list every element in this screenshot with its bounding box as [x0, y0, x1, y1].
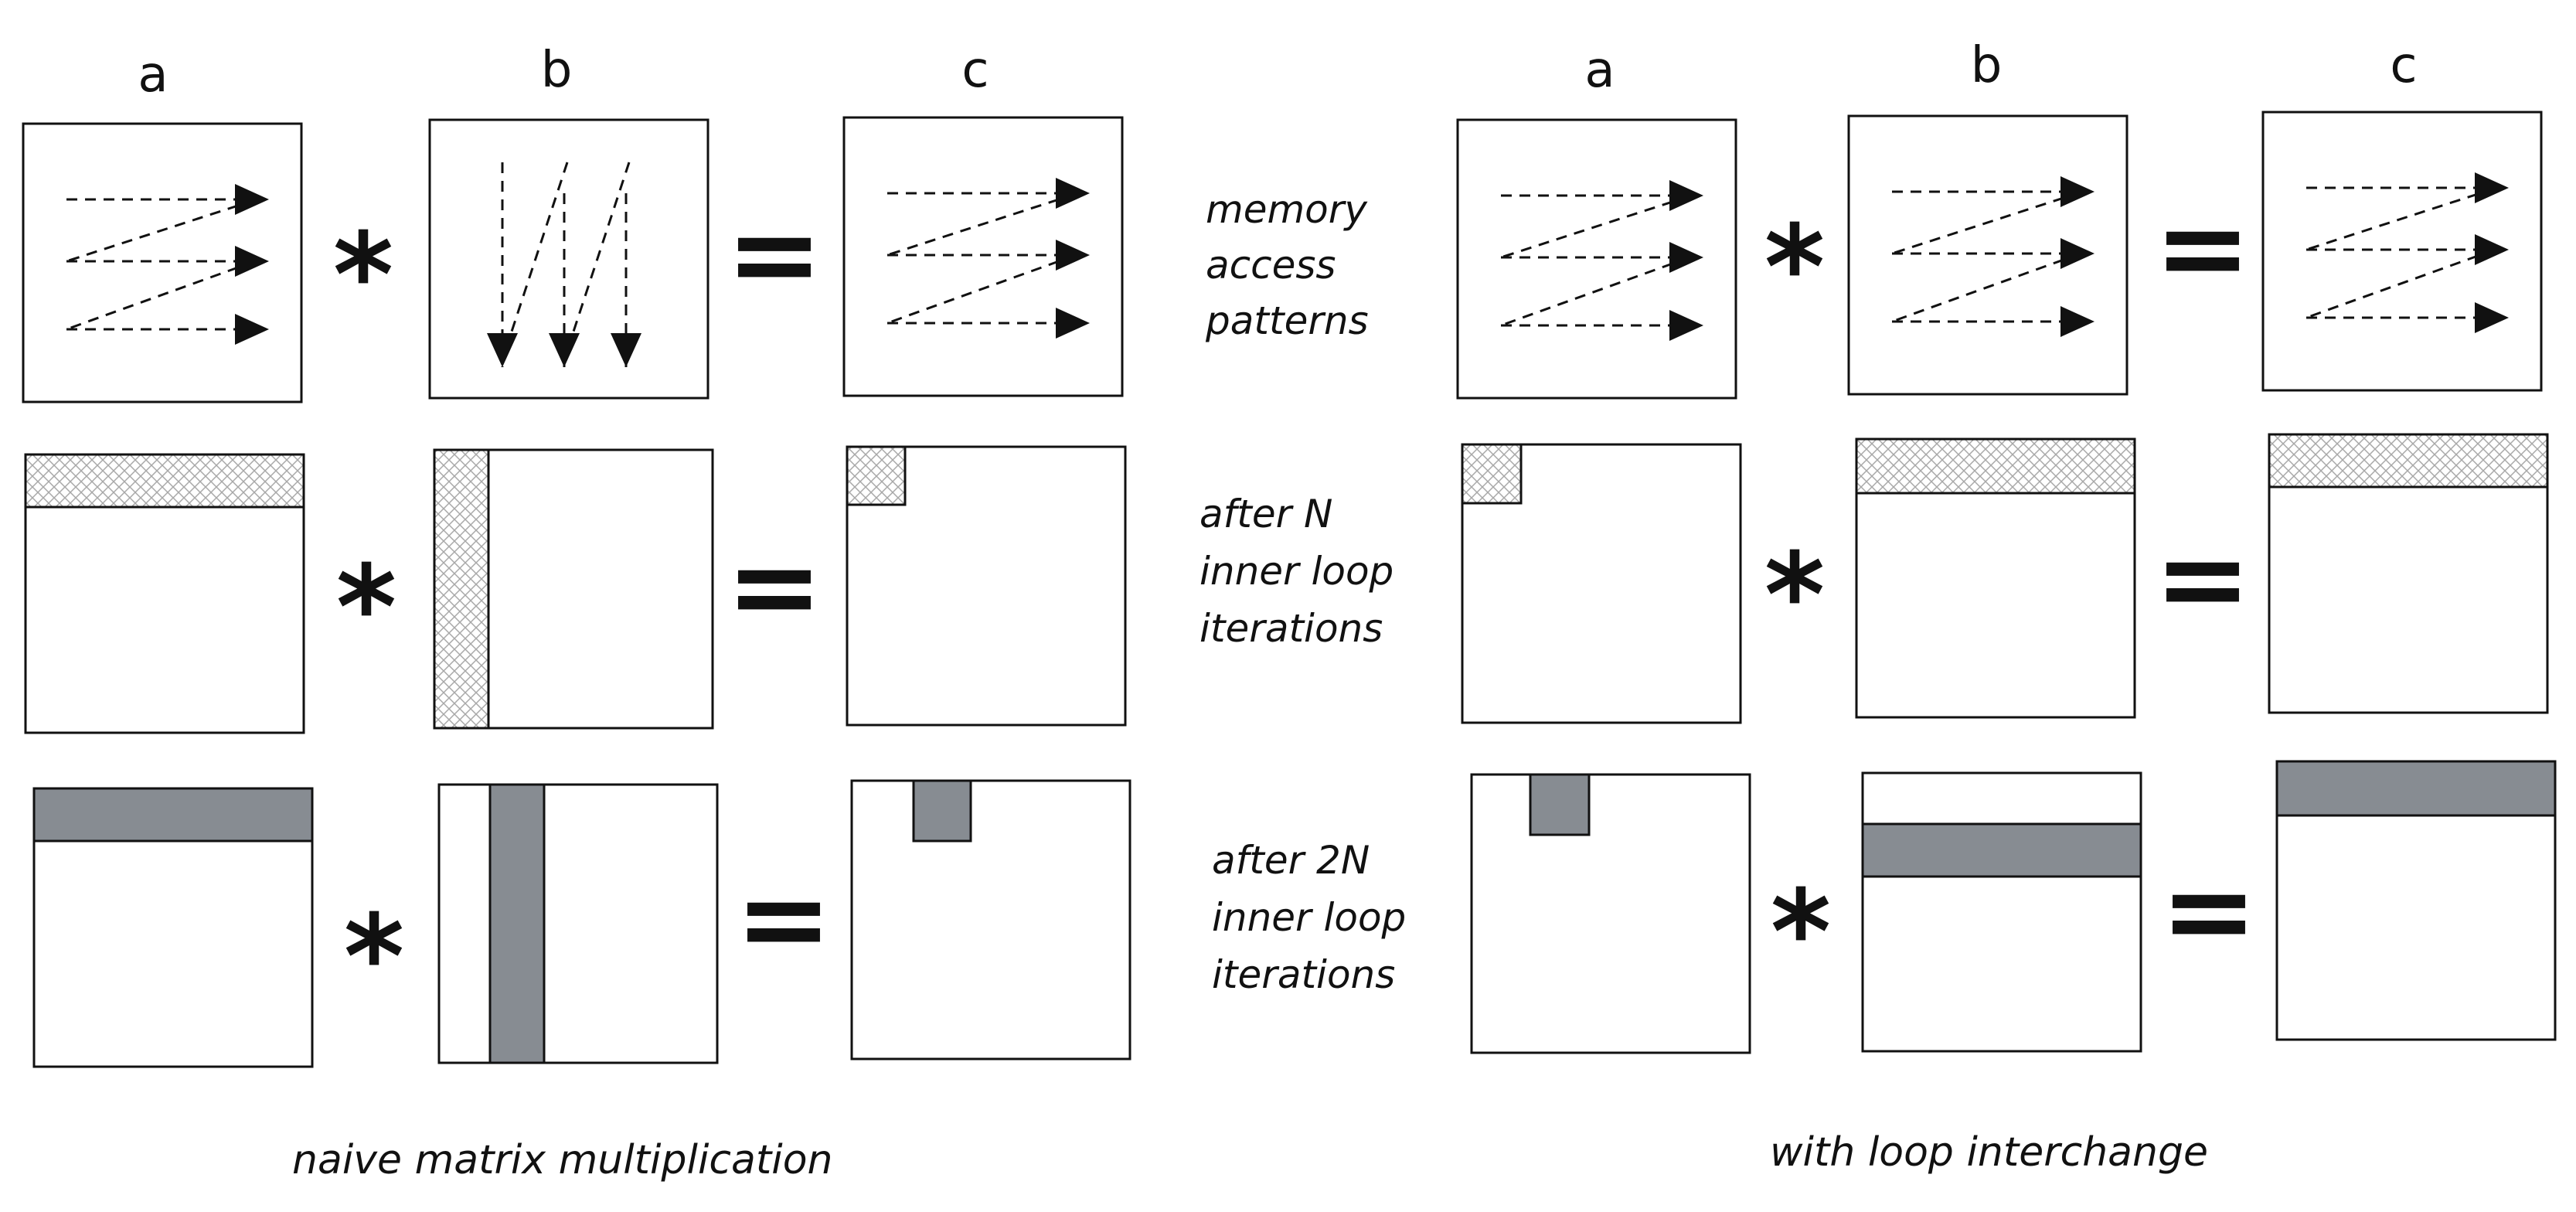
- multiply-operator: *: [1771, 866, 1831, 1000]
- hatched-region: [2268, 433, 2549, 489]
- access-return-line: [66, 266, 239, 331]
- arrowhead: [235, 314, 269, 345]
- row-label-line: after 2N: [1212, 838, 1370, 883]
- row-label-access-patterns: memory access patterns: [1205, 187, 1380, 343]
- row-labels: memory access patterns after N inner loo…: [1200, 187, 1418, 997]
- row-label-after-2n: after 2N inner loop iterations: [1212, 838, 1418, 997]
- access-return-line: [509, 162, 569, 337]
- equals-operator: =: [2154, 181, 2251, 315]
- hatched-region: [1461, 443, 1523, 505]
- row-label-line: after N: [1200, 492, 1332, 536]
- arrowhead: [1056, 178, 1090, 209]
- column-label-c-left: c: [961, 42, 989, 99]
- column-label-a-right: a: [1584, 42, 1615, 99]
- equals-operator: =: [726, 187, 823, 322]
- access-pattern-arrows: [66, 162, 2509, 367]
- arrowhead: [235, 246, 269, 277]
- arrowhead: [1669, 242, 1703, 273]
- arrowhead: [611, 333, 641, 367]
- hatched-region: [24, 453, 305, 509]
- access-return-line: [66, 204, 239, 263]
- filled-region: [488, 783, 546, 1064]
- equals-operator: =: [2160, 844, 2258, 979]
- access-return-line: [886, 260, 1060, 325]
- arrowhead: [2475, 234, 2509, 265]
- multiply-operator: *: [1764, 529, 1825, 663]
- filled-region: [32, 787, 314, 843]
- arrowhead: [2475, 172, 2509, 203]
- filled-region: [1861, 822, 2142, 878]
- access-return-line: [1500, 200, 1673, 259]
- hatched-region: [1855, 437, 2136, 495]
- arrowhead: [2060, 176, 2094, 207]
- arrowhead: [1669, 310, 1703, 341]
- access-return-line: [1891, 196, 2064, 255]
- row-label-line: iterations: [1200, 606, 1383, 651]
- arrowhead: [1056, 308, 1090, 339]
- matrix-c-naive: [850, 779, 1131, 1060]
- multiply-operator: *: [336, 541, 396, 676]
- row-label-line: inner loop: [1212, 895, 1406, 940]
- arrowhead: [1669, 180, 1703, 211]
- row-label-line: inner loop: [1200, 549, 1393, 594]
- multiply-operator: *: [1764, 201, 1825, 335]
- arrowhead: [1056, 240, 1090, 271]
- column-label-b-left: b: [541, 42, 573, 99]
- access-return-line: [1500, 262, 1673, 327]
- access-return-line: [1891, 258, 2064, 323]
- matrix-b-naive: [437, 783, 719, 1064]
- access-return-line: [2305, 254, 2479, 319]
- arrowhead: [235, 184, 269, 215]
- matrix-a-interchange: [1470, 773, 1751, 1054]
- arrowhead: [2475, 302, 2509, 333]
- filled-region: [912, 779, 972, 843]
- multiply-operator: *: [344, 890, 404, 1025]
- column-headers: a b c a b c: [138, 37, 2417, 104]
- arrowhead: [487, 333, 518, 367]
- multiply-operator: *: [333, 209, 393, 343]
- column-label-a-left: a: [138, 46, 168, 104]
- row-label-line: memory: [1206, 187, 1368, 232]
- hatched-region: [433, 448, 490, 730]
- column-label-b-right: b: [1971, 37, 2003, 94]
- access-return-line: [2305, 192, 2479, 251]
- equals-operator: =: [2154, 512, 2251, 646]
- column-label-c-right: c: [2390, 37, 2417, 94]
- caption-naive: naive matrix multiplication: [292, 1137, 832, 1183]
- caption-loop-interchange: with loop interchange: [1770, 1129, 2208, 1176]
- arrowhead: [2060, 306, 2094, 337]
- row-label-line: patterns: [1205, 298, 1369, 343]
- equals-operator: =: [735, 852, 832, 986]
- access-return-line: [570, 162, 631, 337]
- row-label-line: iterations: [1212, 952, 1395, 997]
- equals-operator: =: [726, 519, 823, 654]
- row-label-after-n: after N inner loop iterations: [1200, 492, 1406, 651]
- matrix-b-interchange: [1861, 771, 2142, 1053]
- arrowhead: [549, 333, 580, 367]
- operators: * * * = = = * * * = = =: [333, 181, 2258, 1025]
- filled-region: [1529, 773, 1591, 836]
- filled-region: [2275, 760, 2557, 817]
- row-label-line: access: [1206, 243, 1336, 288]
- arrowhead: [2060, 238, 2094, 269]
- access-return-line: [886, 198, 1060, 257]
- hatched-region: [846, 445, 907, 506]
